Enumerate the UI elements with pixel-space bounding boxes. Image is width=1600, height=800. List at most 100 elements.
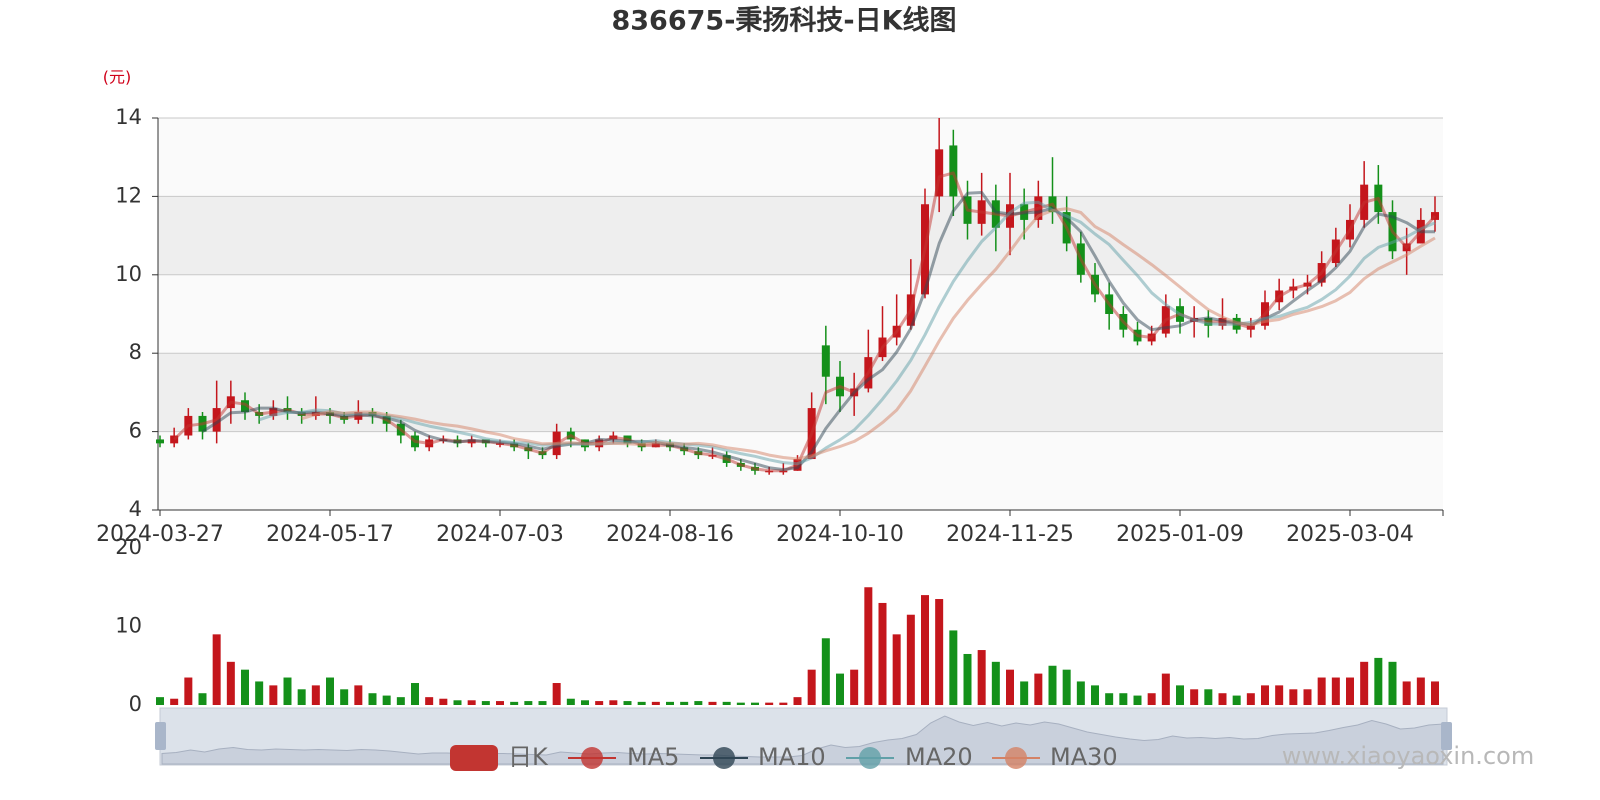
- plot: [156, 118, 1439, 705]
- legend-item[interactable]: MA30: [992, 743, 1118, 771]
- x-tick-label: 2024-10-10: [776, 522, 904, 547]
- volume-bar: [524, 701, 533, 705]
- volume-bar: [1346, 677, 1354, 705]
- legend-item[interactable]: MA20: [846, 743, 973, 771]
- x-tick-label: 2024-05-17: [266, 522, 394, 547]
- volume-bar: [807, 669, 816, 705]
- volume-bar: [1048, 665, 1057, 705]
- volume-bar: [1360, 661, 1369, 705]
- x-tick-label: 2024-11-25: [946, 522, 1074, 547]
- volume-bar: [1161, 673, 1170, 705]
- volume-bar: [793, 697, 802, 705]
- volume-bar: [184, 677, 193, 705]
- volume-bar: [297, 689, 306, 705]
- volume-bar: [666, 701, 674, 705]
- y-tick-label: 6: [129, 419, 142, 443]
- legend-icon: [713, 747, 735, 769]
- volume-bar: [651, 701, 660, 705]
- volume-bar: [921, 595, 929, 705]
- volume-bar: [1374, 657, 1383, 705]
- volume-bar: [566, 698, 575, 705]
- slider-handle[interactable]: [155, 722, 166, 750]
- volume-bar: [1091, 685, 1099, 705]
- volume-bar: [396, 697, 405, 705]
- volume-bar: [311, 685, 320, 705]
- volume-bar: [1289, 689, 1298, 705]
- x-tick-label: 2024-07-03: [436, 522, 564, 547]
- volume-bar: [836, 673, 844, 705]
- volume-bar: [977, 650, 986, 705]
- legend-label[interactable]: MA20: [905, 743, 973, 771]
- split-area: [158, 118, 1443, 197]
- volume-bar: [1006, 669, 1014, 705]
- volume-bar: [581, 700, 589, 705]
- volume-bar: [496, 701, 504, 705]
- legend-item[interactable]: MA5: [568, 743, 679, 771]
- slider-area: [161, 715, 1444, 765]
- volume-bar: [708, 701, 717, 705]
- volume-bar: [1190, 689, 1199, 705]
- legend-label[interactable]: 日K: [508, 743, 549, 771]
- volume-bar: [255, 681, 264, 705]
- volume-bar: [864, 587, 873, 705]
- volume-bar: [906, 614, 915, 705]
- volume-bar: [1062, 669, 1071, 705]
- legend-icon: [450, 745, 498, 771]
- zoom-slider[interactable]: [155, 707, 1452, 766]
- volume-bar: [1246, 693, 1255, 705]
- volume-bar: [949, 630, 958, 705]
- volume-bar: [1218, 693, 1227, 705]
- candle-body: [821, 345, 830, 377]
- legend-item[interactable]: 日K: [450, 743, 549, 771]
- volume-bar: [1176, 685, 1184, 705]
- volume-bar: [1232, 695, 1241, 705]
- candle-body: [156, 439, 164, 444]
- volume-bar: [425, 697, 434, 705]
- volume-bar: [1261, 685, 1269, 705]
- slider-handle[interactable]: [1441, 722, 1452, 750]
- volume-bar: [411, 683, 419, 705]
- split-area: [158, 196, 1443, 275]
- legend-label[interactable]: MA30: [1050, 743, 1118, 771]
- volume-bar: [878, 602, 887, 705]
- volume-bar: [156, 697, 164, 705]
- volume-bar: [680, 701, 689, 705]
- volume-bar: [212, 634, 221, 705]
- legend: 日K MA5 MA10 MA20 MA30: [450, 743, 1118, 771]
- volume-bar: [283, 677, 292, 705]
- volume-bar: [722, 701, 731, 705]
- candle-body: [949, 145, 958, 197]
- volume-bar: [552, 683, 561, 705]
- volume-bar: [198, 693, 207, 705]
- x-tick-label: 2024-03-27: [96, 522, 224, 547]
- volume-bar: [623, 701, 632, 705]
- legend-item[interactable]: MA10: [700, 743, 826, 771]
- legend-label[interactable]: MA10: [758, 743, 826, 771]
- volume-bar: [694, 701, 703, 705]
- candle-body: [170, 435, 179, 444]
- volume-bar: [765, 702, 774, 705]
- legend-icon: [859, 747, 881, 769]
- volume-tick-label: 0: [129, 692, 142, 716]
- volume-bar: [481, 701, 490, 705]
- volume-bar: [1317, 677, 1326, 705]
- chart-title: 836675-秉扬科技-日K线图: [611, 6, 956, 37]
- volume-bar: [1076, 681, 1085, 705]
- volume-bar: [1133, 695, 1142, 705]
- y-tick-label: 12: [115, 183, 142, 207]
- ma-line: [301, 207, 1436, 461]
- volume-bar: [637, 701, 646, 705]
- candle-body: [241, 400, 249, 412]
- volume-bar: [538, 701, 547, 705]
- volume-bar: [241, 669, 249, 705]
- volume-bar: [1431, 681, 1439, 705]
- legend-label[interactable]: MA5: [627, 743, 679, 771]
- volume-bar: [453, 700, 462, 705]
- volume-bar: [1331, 677, 1340, 705]
- volume-bar: [1147, 693, 1156, 705]
- volume-bar: [1105, 693, 1114, 705]
- watermark: www.xiaoyaoxin.com: [1282, 742, 1534, 770]
- volume-bar: [510, 701, 519, 705]
